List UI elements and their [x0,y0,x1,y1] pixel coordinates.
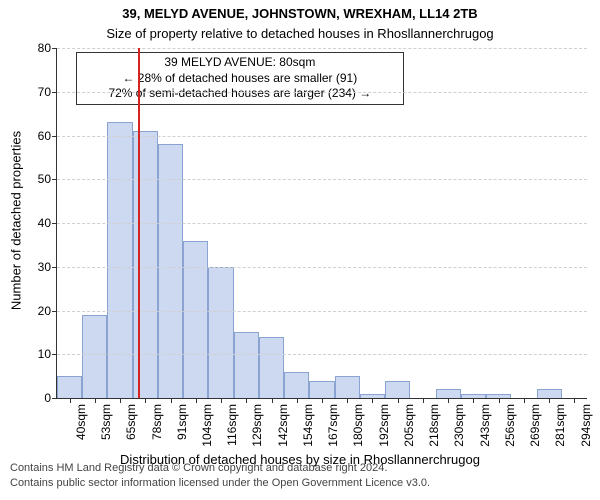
y-tick-label: 30 [38,260,57,274]
x-tick-mark [120,398,121,403]
chart-title-line2: Size of property relative to detached ho… [0,26,600,41]
gridline [57,223,587,224]
bar [133,131,158,398]
x-tick-label: 230sqm [452,398,466,447]
y-tick-label: 80 [38,41,57,55]
x-tick-mark [398,398,399,403]
x-tick-label: 180sqm [351,398,365,447]
bar [259,337,284,398]
x-tick-label: 218sqm [427,398,441,447]
bar [335,376,360,398]
bar [309,381,334,399]
plot-area: 39 MELYD AVENUE: 80sqm← 28% of detached … [56,48,587,399]
annotation-line: 39 MELYD AVENUE: 80sqm [83,55,398,71]
x-tick-label: 40sqm [74,398,88,440]
chart-title-line1: 39, MELYD AVENUE, JOHNSTOWN, WREXHAM, LL… [0,6,600,21]
gridline [57,48,587,49]
x-tick-label: 281sqm [553,398,567,447]
bar [436,389,461,398]
x-tick-mark [322,398,323,403]
annotation-line: 72% of semi-detached houses are larger (… [83,86,398,102]
bar [208,267,233,398]
annotation-box: 39 MELYD AVENUE: 80sqm← 28% of detached … [76,52,405,105]
x-tick-label: 167sqm [326,398,340,447]
x-tick-mark [448,398,449,403]
attribution-text: Contains HM Land Registry data © Crown c… [0,461,440,498]
x-tick-label: 205sqm [402,398,416,447]
x-tick-mark [473,398,474,403]
x-tick-mark [524,398,525,403]
gridline [57,354,587,355]
x-tick-mark [246,398,247,403]
y-tick-label: 70 [38,85,57,99]
x-tick-label: 256sqm [503,398,517,447]
x-tick-mark [499,398,500,403]
gridline [57,136,587,137]
x-tick-mark [171,398,172,403]
bar [284,372,309,398]
x-tick-mark [221,398,222,403]
bar [537,389,562,398]
x-tick-label: 65sqm [124,398,138,440]
y-tick-label: 50 [38,172,57,186]
x-tick-label: 91sqm [175,398,189,440]
x-tick-label: 78sqm [150,398,164,440]
bar [82,315,107,398]
x-tick-label: 192sqm [377,398,391,447]
marker-line [138,48,140,398]
bar [107,122,132,398]
x-tick-mark [145,398,146,403]
x-tick-mark [95,398,96,403]
y-tick-label: 10 [38,347,57,361]
gridline [57,311,587,312]
x-tick-label: 294sqm [579,398,593,447]
x-tick-label: 243sqm [478,398,492,447]
y-tick-label: 20 [38,304,57,318]
x-tick-mark [372,398,373,403]
bar [158,144,183,398]
x-tick-mark [272,398,273,403]
gridline [57,92,587,93]
chart-container: 39, MELYD AVENUE, JOHNSTOWN, WREXHAM, LL… [0,0,600,500]
x-tick-label: 142sqm [276,398,290,447]
y-tick-label: 60 [38,129,57,143]
y-tick-label: 0 [44,391,57,405]
y-tick-label: 40 [38,216,57,230]
bar [385,381,410,399]
x-tick-mark [196,398,197,403]
attribution-line2: Contains public sector information licen… [10,476,430,490]
x-tick-mark [70,398,71,403]
x-tick-label: 53sqm [99,398,113,440]
bar [183,241,208,399]
x-tick-mark [297,398,298,403]
x-tick-label: 154sqm [301,398,315,447]
annotation-line: ← 28% of detached houses are smaller (91… [83,71,398,87]
gridline [57,267,587,268]
x-tick-mark [574,398,575,403]
x-tick-mark [549,398,550,403]
x-tick-label: 104sqm [200,398,214,447]
x-tick-label: 269sqm [528,398,542,447]
bar [234,332,259,398]
x-tick-mark [347,398,348,403]
attribution-line1: Contains HM Land Registry data © Crown c… [10,461,430,475]
gridline [57,179,587,180]
x-tick-mark [423,398,424,403]
y-axis-label: Number of detached properties [9,121,24,321]
x-tick-label: 129sqm [250,398,264,447]
x-tick-label: 116sqm [225,398,239,446]
bar [57,376,82,398]
